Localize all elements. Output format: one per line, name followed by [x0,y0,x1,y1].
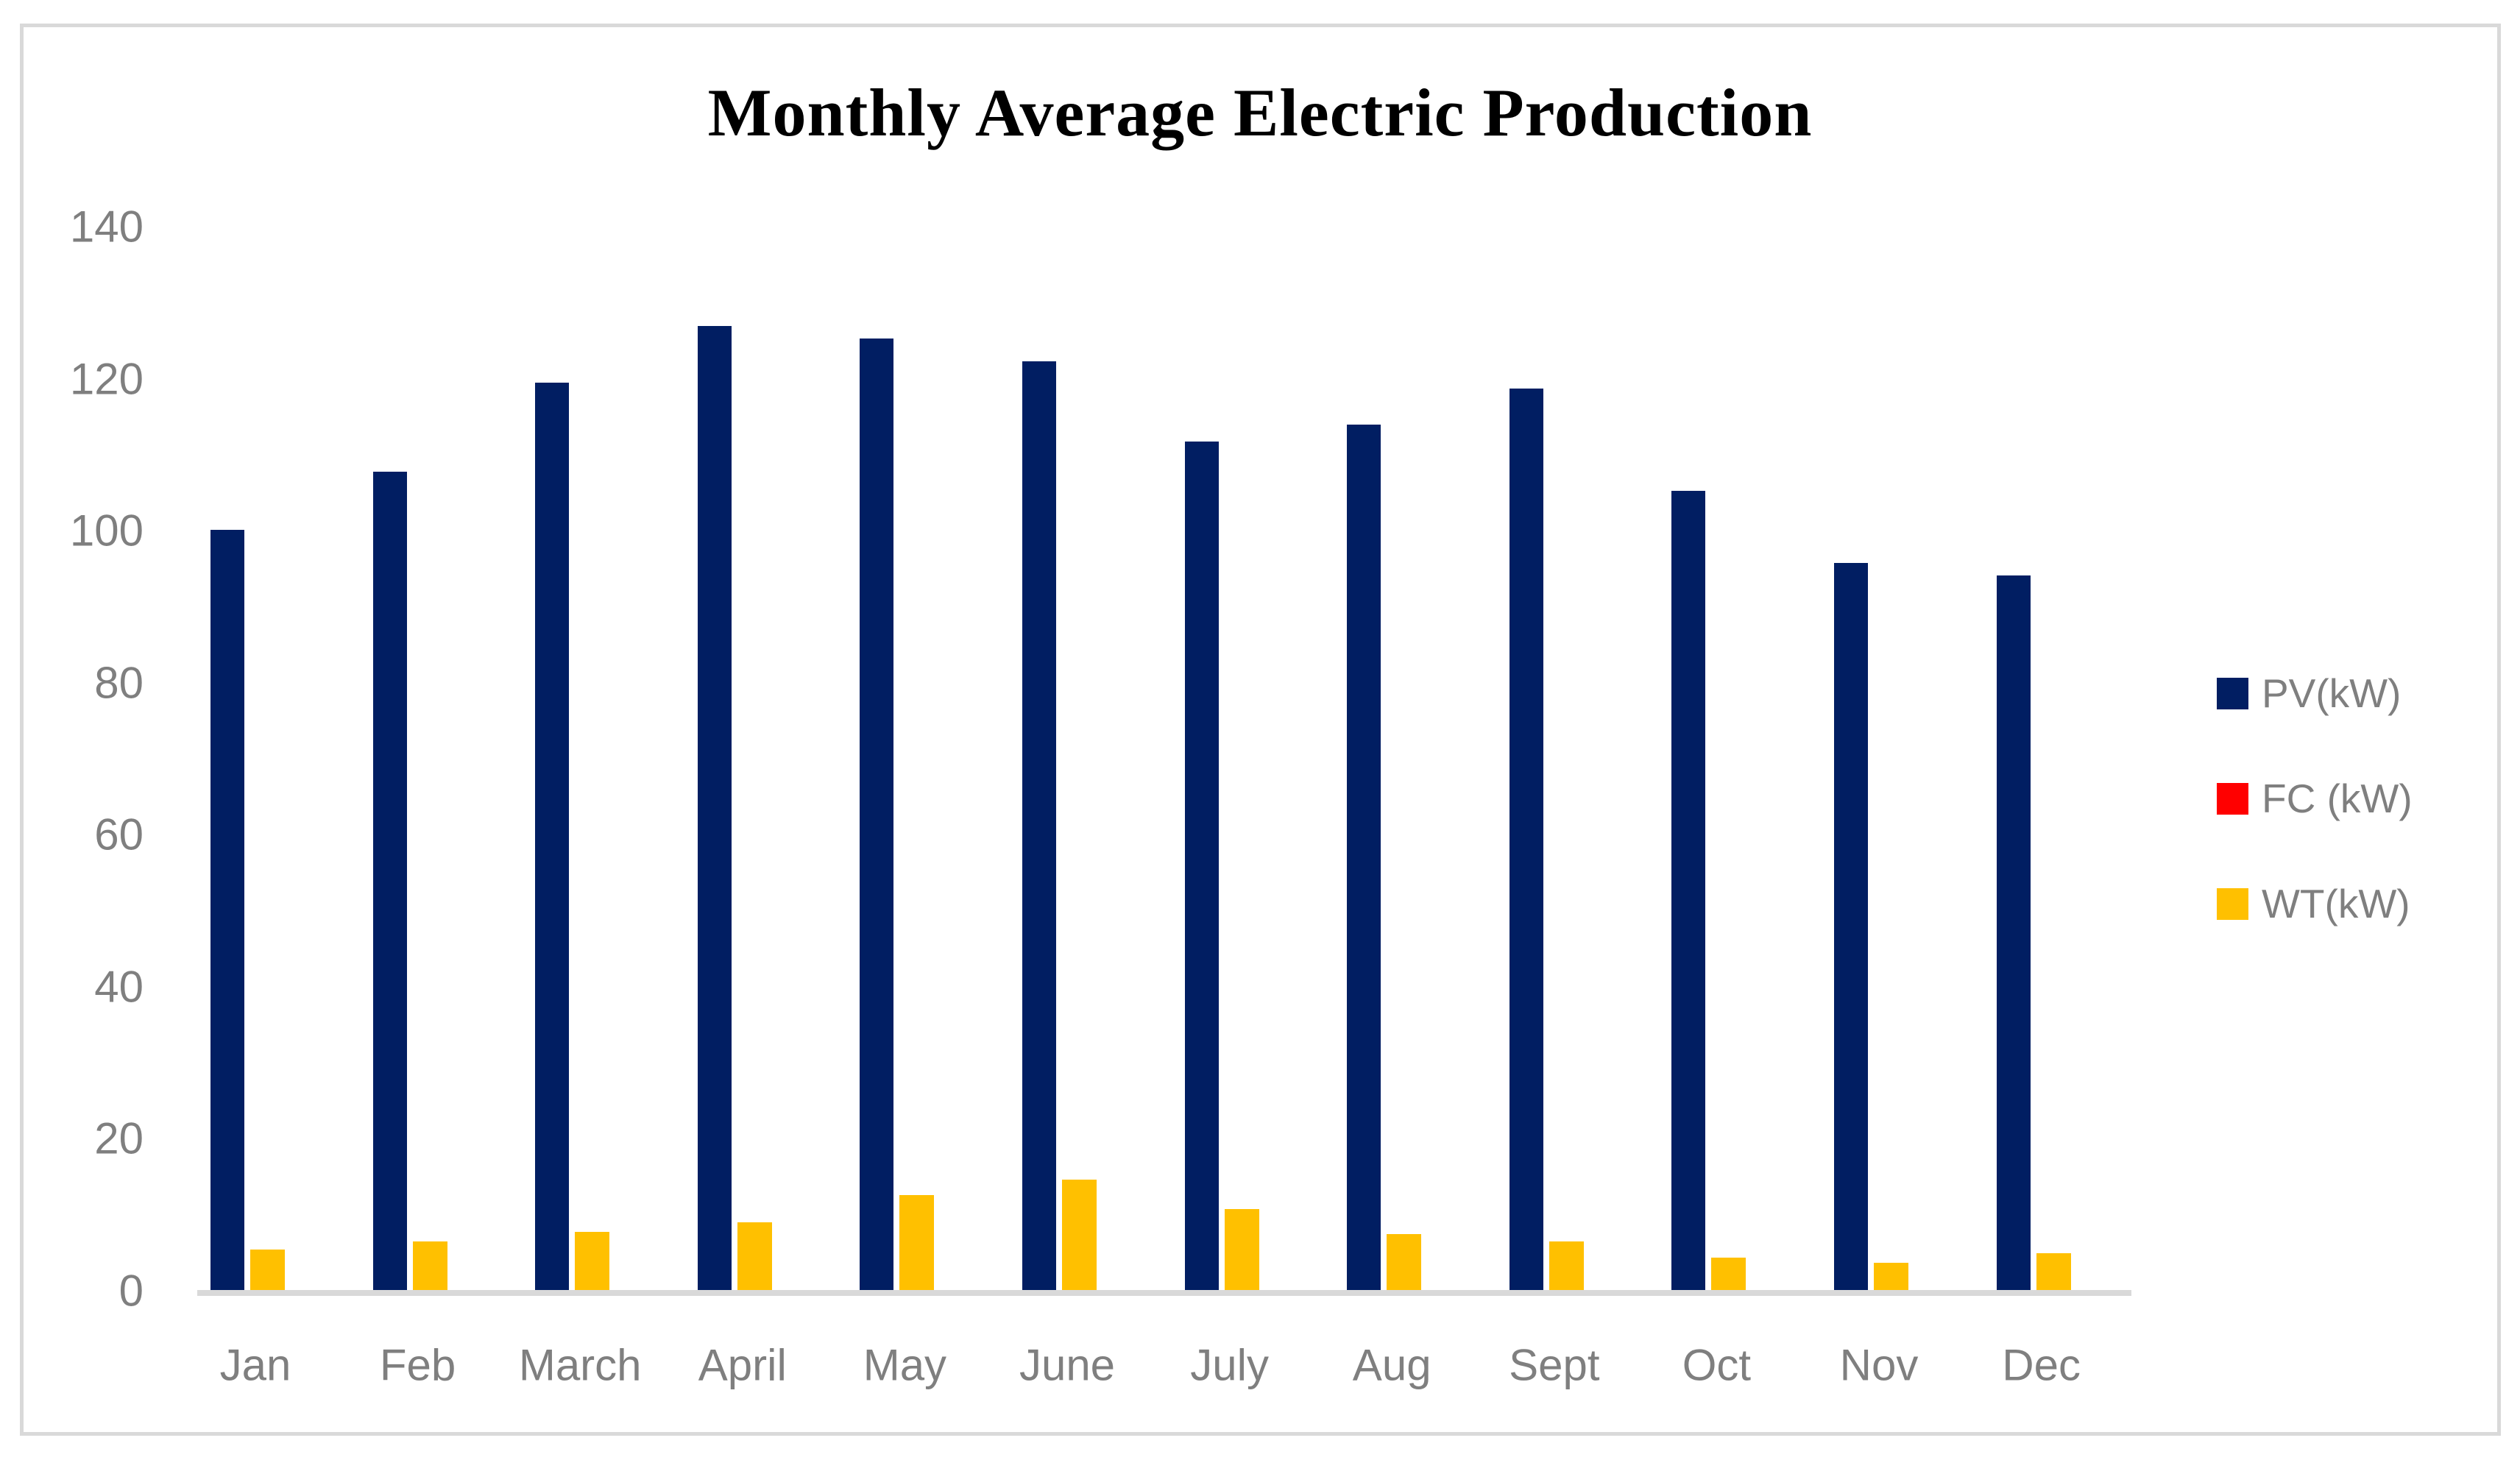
bar-wtkw-april [737,1222,772,1293]
bar-wtkw-july [1225,1209,1259,1293]
legend-swatch-icon [2217,677,2248,709]
chart-frame-border [20,24,2501,1436]
bar-pvkw-july [1185,442,1219,1293]
x-axis-label-dec: Dec [2002,1340,2081,1390]
legend-item-fckw: FC (kW) [2217,775,2413,822]
bar-wtkw-march [575,1232,609,1293]
bar-pvkw-oct [1671,491,1705,1293]
legend-label: FC (kW) [2262,776,2413,821]
bar-pvkw-jan [210,530,244,1293]
y-axis-tick-label: 140 [69,202,144,252]
bar-wtkw-jan [250,1250,285,1293]
bar-pvkw-sept [1509,389,1543,1293]
bar-pvkw-may [860,339,893,1293]
x-axis-label-sept: Sept [1509,1340,1600,1390]
bar-pvkw-march [535,383,569,1293]
x-axis-label-june: June [1019,1340,1116,1390]
bar-wtkw-feb [413,1241,447,1293]
x-axis-label-july: July [1190,1340,1269,1390]
bar-pvkw-aug [1347,425,1381,1293]
bar-wtkw-dec [2036,1253,2071,1293]
legend-label: PV(kW) [2262,670,2402,716]
y-axis-tick-label: 120 [69,354,144,404]
x-axis-label-aug: Aug [1352,1340,1431,1390]
legend-swatch-icon [2217,887,2248,920]
bar-wtkw-aug [1387,1234,1421,1293]
bar-wtkw-nov [1874,1263,1908,1293]
x-axis-baseline [197,1290,2131,1296]
legend-item-wtkw: WT(kW) [2217,880,2410,927]
y-axis-tick-label: 100 [69,506,144,556]
x-axis-label-may: May [863,1340,947,1390]
x-axis-label-oct: Oct [1682,1340,1752,1390]
bar-pvkw-nov [1834,563,1868,1293]
bar-pvkw-april [698,326,732,1293]
x-axis-label-april: April [698,1340,787,1390]
x-axis-label-jan: Jan [219,1340,291,1390]
legend-swatch-icon [2217,782,2248,815]
bar-pvkw-feb [373,472,407,1293]
bar-pvkw-dec [1997,575,2031,1293]
chart-title: Monthly Average Electric Production [707,75,1813,150]
y-axis-tick-label: 0 [118,1266,144,1316]
x-axis-label-march: March [518,1340,642,1390]
y-axis-tick-label: 80 [94,658,144,708]
legend-item-pvkw: PV(kW) [2217,670,2401,717]
legend-label: WT(kW) [2262,881,2410,926]
y-axis-tick-label: 20 [94,1114,144,1164]
x-axis-label-nov: Nov [1839,1340,1919,1390]
bar-wtkw-june [1062,1180,1097,1293]
y-axis-tick-label: 40 [94,962,144,1012]
y-axis-tick-label: 60 [94,809,144,860]
bar-pvkw-june [1022,361,1056,1293]
bar-wtkw-sept [1549,1241,1584,1293]
x-axis-label-feb: Feb [379,1340,456,1390]
bar-wtkw-may [899,1195,934,1293]
bar-wtkw-oct [1711,1258,1746,1293]
